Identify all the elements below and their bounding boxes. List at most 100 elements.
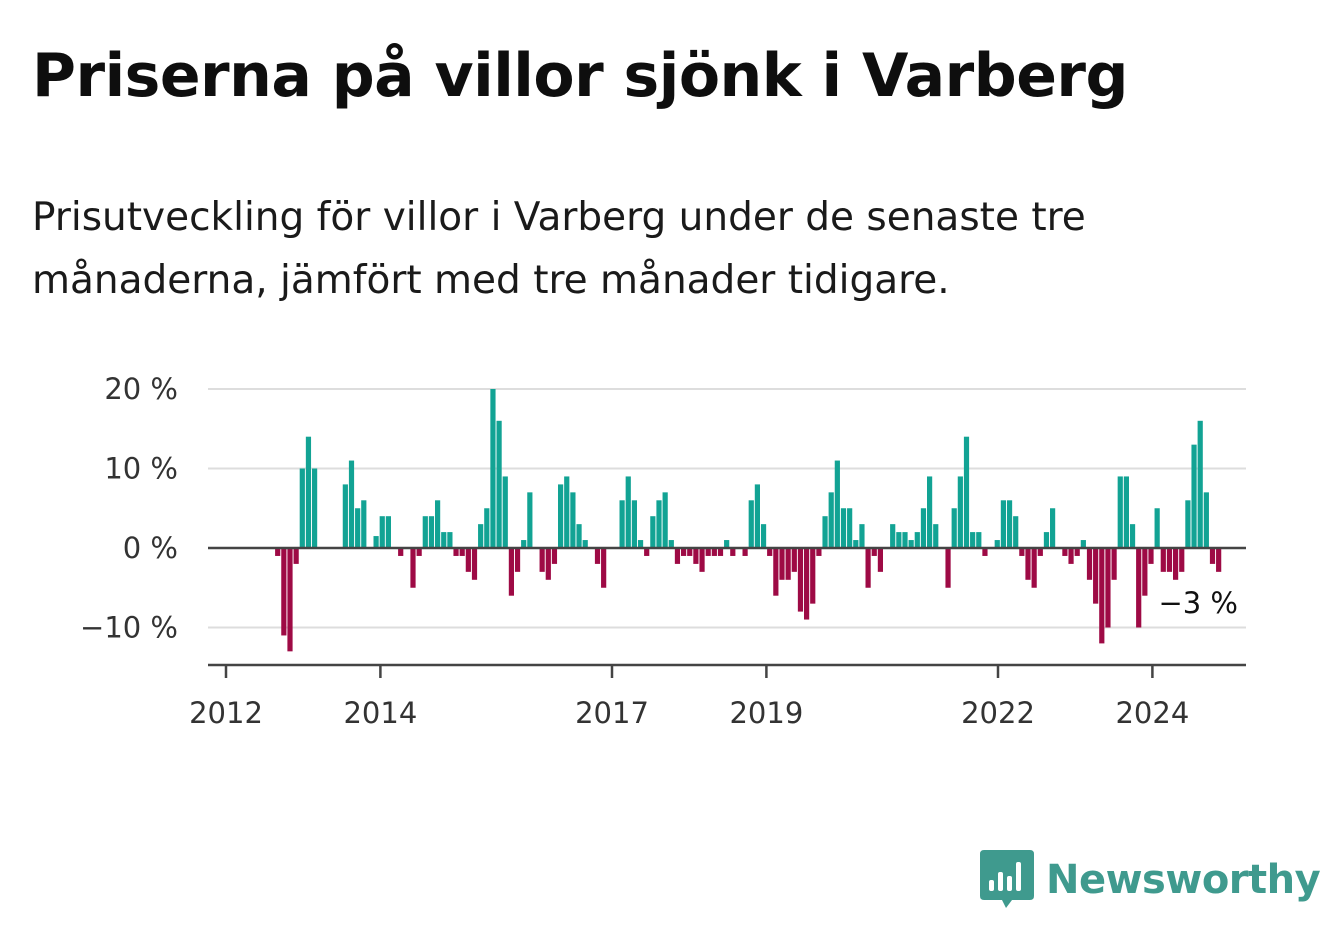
bar [902,532,908,548]
bar [1123,476,1129,548]
bar [625,476,631,548]
bar [410,548,416,588]
bar [754,484,760,548]
bar [1142,548,1148,596]
bar [1166,548,1173,572]
y-tick-label: 20 % [104,372,178,406]
x-tick-label: 2019 [729,696,803,730]
chart-title: Priserna på villor sjönk i Varberg [32,41,1128,111]
bar [1209,548,1216,564]
bar [435,500,441,548]
bar [1185,500,1191,548]
bar [594,548,601,564]
bar [496,420,502,548]
bar [582,540,588,548]
y-tick-label: 0 % [123,531,178,565]
bar [385,516,391,548]
bar [539,548,545,572]
bar [1179,548,1185,572]
bar [908,540,914,548]
bar [785,548,791,580]
bar [601,548,607,588]
bar [847,508,853,548]
y-tick-label: 10 % [104,452,178,486]
bar [871,548,877,556]
bar [865,548,871,588]
x-axis-labels: 2012 2014 2017 2019 2022 2024 [189,696,1189,730]
x-tick-label: 2017 [575,696,649,730]
bar [1099,548,1105,644]
bar [619,500,625,548]
bar [724,540,730,548]
x-tick-label: 2012 [189,696,263,730]
bar [699,548,705,572]
bar [1019,548,1025,556]
y-tick-label: −10 % [80,611,178,645]
bar-chart: 20 % 10 % 0 % −10 % 2012 2014 2017 2019 2022 202… [80,372,1246,730]
bar [896,532,902,548]
bar [502,476,508,548]
bar [656,500,662,548]
bar [933,524,939,548]
bar [490,389,496,548]
bar [1068,548,1074,564]
bar [1129,524,1136,548]
last-value-label: −3 % [1158,586,1238,620]
bar [760,524,767,548]
bar [471,548,478,580]
bar [1191,444,1197,548]
bar [570,492,576,548]
bar [693,548,699,564]
bar [1043,532,1050,548]
bar [810,548,816,604]
bar [287,548,293,652]
bar [465,548,471,572]
bar [558,484,564,548]
x-tick-label: 2022 [961,696,1035,730]
bar [681,548,687,556]
bar [1148,548,1154,564]
bar [361,500,367,548]
bar [711,548,717,556]
grid-lines [208,388,1246,629]
bar [920,508,927,548]
bar [299,468,305,548]
bar [1197,420,1203,548]
bar [687,548,693,556]
chart-subtitle: Prisutveckling för villor i Varberg unde… [32,195,1086,303]
bar [398,548,404,556]
bar [976,532,982,548]
bar [797,548,804,612]
bar [945,548,951,588]
bar [342,484,348,548]
bar [1086,548,1093,580]
bar [877,548,883,572]
bar [416,548,422,556]
bar [1105,548,1111,628]
bar [914,532,920,548]
bar [822,516,828,548]
bar [441,532,447,548]
bar [1037,548,1043,556]
bar [527,492,533,548]
bar [994,540,1000,548]
bar [1154,508,1160,548]
x-tick-label: 2014 [343,696,417,730]
bar [730,548,736,556]
bar [705,548,711,556]
bar [963,436,970,548]
bar [1216,548,1222,572]
bar [890,524,896,548]
bar [1074,548,1080,556]
bar [1080,540,1086,548]
bar [859,524,865,548]
bar [717,548,724,556]
bar [1160,548,1166,572]
bar [853,540,859,548]
bar [478,524,484,548]
bar [674,548,681,564]
bar [840,508,847,548]
bar [1031,548,1037,588]
bar [551,548,558,564]
bar [1136,548,1142,628]
